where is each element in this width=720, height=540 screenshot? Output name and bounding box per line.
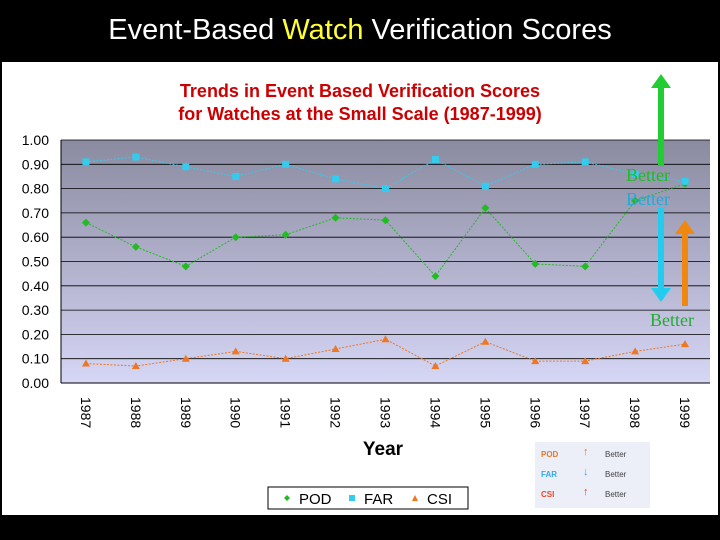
small-legend-metric: FAR: [541, 470, 557, 479]
y-tick-label: 0.50: [22, 254, 49, 270]
small-legend-metric: POD: [541, 450, 559, 459]
x-tick-label: 1998: [627, 397, 643, 428]
legend-marker: [349, 495, 355, 501]
x-tick-label: 1996: [527, 397, 543, 428]
data-point-far: [232, 172, 240, 180]
small-legend: POD ↑ Better FAR ↓ Better CSI ↑ Better: [535, 442, 650, 508]
data-point-csi: [631, 347, 640, 355]
slide-title: Event-Based Watch Verification Scores: [0, 14, 720, 47]
data-point-csi: [131, 361, 140, 369]
better-pod-label: Better: [626, 165, 670, 185]
x-tick-label: 1989: [178, 397, 194, 428]
data-point-far: [182, 163, 190, 171]
legend-label: FAR: [364, 491, 393, 508]
arrow-up-green-icon: [651, 74, 671, 166]
x-tick-label: 1999: [677, 397, 693, 428]
data-point-csi: [331, 344, 340, 352]
y-tick-label: 0.60: [22, 229, 49, 245]
data-point-pod: [181, 262, 190, 271]
y-tick-label: 0.00: [22, 375, 49, 391]
arrow-down-blue-icon: [651, 208, 671, 302]
data-point-far: [132, 153, 140, 161]
y-tick-label: 0.90: [22, 156, 49, 172]
y-tick-label: 0.80: [22, 181, 49, 197]
chart-title-line1: Trends in Event Based Verification Score…: [179, 81, 541, 101]
arrow-up-icon: ↑: [583, 486, 589, 498]
x-axis-label: Year: [363, 439, 404, 460]
data-point-csi: [81, 359, 90, 367]
x-tick-label: 1992: [328, 397, 344, 428]
y-tick-label: 0.40: [22, 278, 49, 294]
small-legend-metric: CSI: [541, 490, 555, 499]
data-point-pod: [431, 272, 440, 281]
y-tick-label: 0.20: [22, 326, 49, 342]
data-point-pod: [331, 213, 340, 222]
data-point-far: [481, 182, 489, 190]
arrow-down-icon: ↓: [583, 466, 589, 478]
data-point-far: [282, 160, 290, 168]
y-tick-label: 0.10: [22, 351, 49, 367]
better-csi-label: Better: [650, 310, 694, 330]
arrow-up-orange-icon: [675, 220, 695, 306]
data-point-csi: [181, 354, 190, 362]
slide-title-part2: Verification Scores: [363, 14, 612, 46]
data-point-csi: [281, 354, 290, 362]
x-tick-label: 1990: [228, 397, 244, 428]
data-point-far: [332, 175, 340, 183]
x-tick-label: 1994: [427, 397, 443, 428]
data-point-pod: [631, 196, 640, 205]
small-legend-row-pod: POD ↑ Better: [535, 444, 650, 464]
data-point-pod: [381, 216, 390, 225]
y-tick-label: 0.70: [22, 205, 49, 221]
data-point-pod: [131, 242, 140, 251]
better-far-label: Better: [626, 189, 670, 209]
small-legend-text: Better: [605, 470, 627, 479]
data-point-csi: [681, 340, 690, 348]
data-point-far: [631, 170, 639, 178]
legend-label: POD: [299, 491, 332, 508]
small-legend-text: Better: [605, 450, 627, 459]
y-tick-label: 1.00: [22, 132, 49, 148]
arrow-up-icon: ↑: [583, 446, 589, 458]
data-point-csi: [381, 335, 390, 343]
slide-title-highlight: Watch: [282, 14, 364, 46]
x-tick-label: 1988: [128, 397, 144, 428]
data-point-csi: [231, 347, 240, 355]
x-tick-label: 1987: [78, 397, 94, 428]
legend-marker: [412, 495, 418, 501]
data-point-pod: [81, 218, 90, 227]
legend-label: CSI: [427, 491, 452, 508]
legend-box: [267, 486, 469, 510]
chart-title-line2: for Watches at the Small Scale (1987-199…: [178, 104, 542, 124]
data-point-csi: [531, 357, 540, 365]
data-point-csi: [581, 357, 590, 365]
data-point-csi: [431, 361, 440, 369]
x-tick-label: 1997: [577, 397, 593, 428]
small-legend-row-csi: CSI ↑ Better: [535, 484, 650, 504]
data-point-far: [431, 155, 439, 163]
data-point-pod: [581, 262, 590, 271]
data-point-far: [581, 158, 589, 166]
y-tick-label: 0.30: [22, 302, 49, 318]
data-point-far: [382, 185, 389, 193]
data-point-far: [82, 158, 90, 166]
data-point-csi: [481, 337, 490, 345]
legend-marker: [284, 495, 290, 501]
data-point-pod: [231, 233, 240, 242]
x-tick-label: 1995: [477, 397, 493, 428]
data-point-pod: [481, 204, 490, 213]
small-legend-text: Better: [605, 490, 627, 499]
x-tick-label: 1993: [378, 397, 394, 428]
chart-title: Trends in Event Based Verification Score…: [0, 80, 720, 126]
slide-title-part1: Event-Based: [108, 14, 283, 46]
x-tick-label: 1991: [278, 397, 294, 428]
data-point-far: [681, 177, 689, 185]
small-legend-row-far: FAR ↓ Better: [535, 464, 650, 484]
data-point-pod: [281, 230, 290, 239]
data-point-pod: [531, 259, 540, 268]
data-point-far: [531, 160, 539, 168]
